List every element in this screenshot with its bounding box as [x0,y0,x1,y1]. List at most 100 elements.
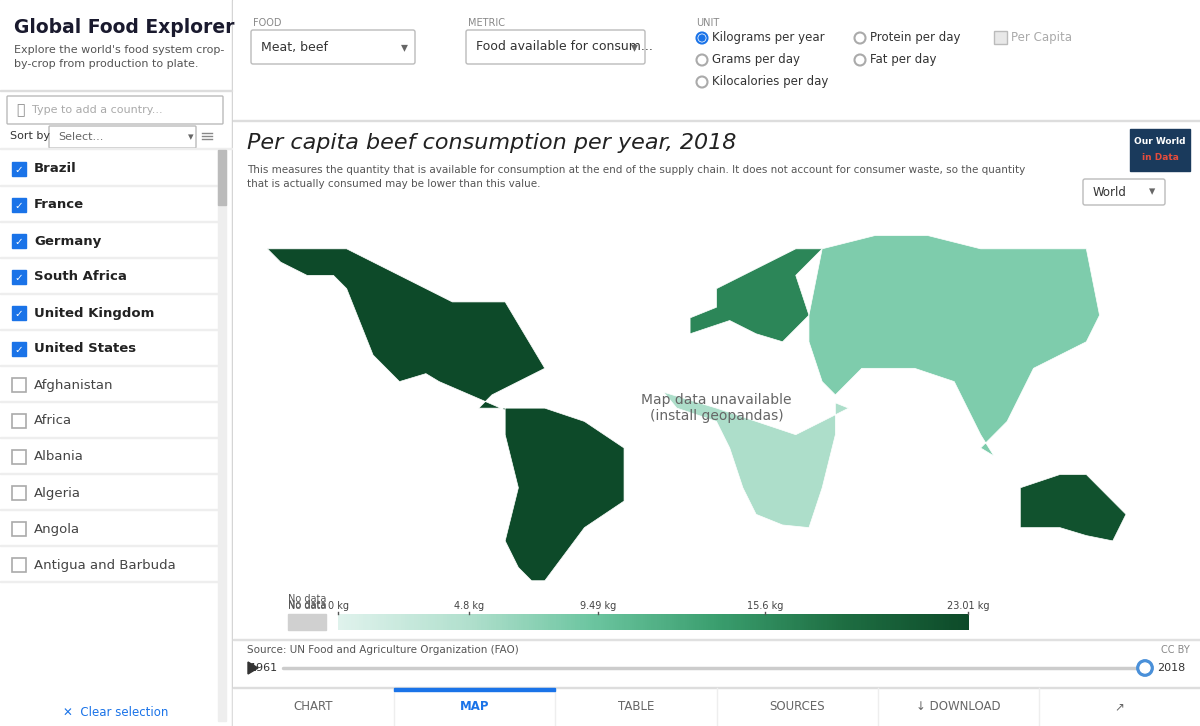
FancyBboxPatch shape [12,522,26,536]
Bar [414,614,416,630]
Text: ✓: ✓ [14,237,23,247]
Bar [949,614,952,630]
Bar [812,614,815,630]
Circle shape [696,33,708,44]
Bar [527,614,529,630]
Bar [941,614,943,630]
Bar [916,614,918,630]
Bar [466,614,469,630]
Bar [599,614,601,630]
Bar [793,614,797,630]
Bar [560,614,563,630]
Text: ✓: ✓ [14,345,23,354]
Bar [848,614,851,630]
Bar [733,614,736,630]
Bar [684,614,688,630]
Bar [907,614,910,630]
Bar [893,614,895,630]
Bar [464,614,467,630]
Bar [394,688,556,691]
Bar [594,614,596,630]
Bar [775,614,778,630]
Bar [580,614,582,630]
Bar [365,614,368,630]
FancyBboxPatch shape [466,30,646,64]
Polygon shape [690,249,822,342]
Bar [372,614,374,630]
Bar [476,614,479,630]
Circle shape [698,35,706,41]
Bar [566,614,570,630]
Bar [590,614,593,630]
FancyBboxPatch shape [49,126,196,148]
Bar [409,614,412,630]
Bar [12,414,26,428]
Text: ▾: ▾ [1150,186,1156,198]
Bar [720,614,722,630]
Bar [676,614,679,630]
Bar [890,614,893,630]
Bar [592,614,595,630]
FancyBboxPatch shape [12,378,26,392]
Bar [896,614,899,630]
Bar [613,614,616,630]
Bar [884,614,887,630]
Bar [905,614,907,630]
Bar [364,614,366,630]
Text: 9.49 kg: 9.49 kg [580,601,616,611]
Bar [859,614,862,630]
Bar [0,258,222,294]
Bar [12,378,26,392]
Bar [832,614,834,630]
Bar [384,614,386,630]
Polygon shape [505,408,624,581]
Bar [659,614,662,630]
Bar [395,614,397,630]
FancyBboxPatch shape [12,450,26,464]
Bar [745,614,748,630]
Bar [462,614,464,630]
Bar [445,614,448,630]
Text: 23.01 kg: 23.01 kg [947,601,989,611]
Polygon shape [1020,475,1126,541]
Bar [605,614,607,630]
Bar [869,614,872,630]
Bar [664,614,666,630]
Bar [748,614,750,630]
FancyBboxPatch shape [12,558,26,572]
Bar [770,614,773,630]
Bar [373,614,377,630]
Bar [0,365,222,366]
Circle shape [696,54,708,65]
Bar [624,614,626,630]
Text: Brazil: Brazil [34,163,77,176]
Bar [860,614,864,630]
Bar [426,614,428,630]
Text: ▾: ▾ [401,40,408,54]
Bar [902,614,906,630]
Bar [350,614,353,630]
Text: United Kingdom: United Kingdom [34,306,155,319]
Bar [485,614,487,630]
Bar [0,185,222,186]
Bar [709,614,713,630]
Bar [958,614,960,630]
Bar [0,293,222,294]
Bar [785,614,788,630]
Text: Albania: Albania [34,451,84,463]
Bar [630,614,632,630]
Bar [544,614,546,630]
Bar [0,402,222,438]
Bar [490,614,492,630]
Bar [712,614,714,630]
Bar [918,614,920,630]
Bar [233,0,1200,120]
Bar [12,558,26,572]
Bar [638,614,641,630]
Bar [924,614,926,630]
Bar [493,614,496,630]
Bar [894,614,898,630]
Bar [796,614,798,630]
Bar [760,614,763,630]
Bar [12,270,26,284]
